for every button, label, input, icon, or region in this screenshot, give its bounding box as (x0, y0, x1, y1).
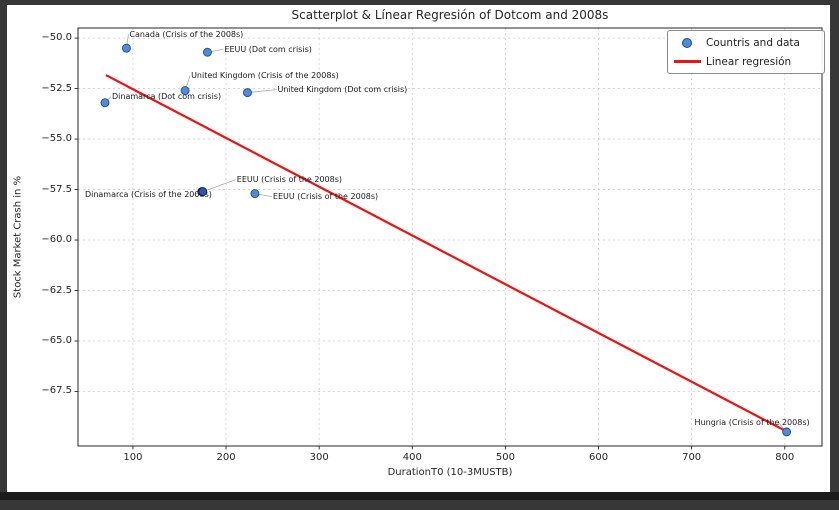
x-tick-label: 400 (402, 452, 422, 463)
point-annotation: EEUU (Dot com crisis) (224, 44, 312, 54)
scatter-point (121, 43, 131, 53)
y-tick-label: −62.5 (41, 284, 72, 296)
legend-marker-box (668, 60, 706, 63)
scatter-point (250, 189, 260, 199)
annotation-leader-line (247, 89, 277, 94)
legend: Countris and data Linear regresión (667, 30, 825, 74)
x-tick-label: 300 (309, 452, 329, 463)
x-tick-label: 100 (123, 452, 143, 463)
scatter-point (198, 187, 208, 197)
x-axis-label: DurationT0 (10-3MUSTB) (387, 467, 513, 478)
line-marker-icon (673, 60, 701, 63)
legend-entry-line: Linear regresión (668, 53, 824, 70)
point-annotation: United Kingdom (Dot com crisis) (277, 85, 408, 95)
scatter-point (180, 86, 190, 96)
point-annotation: Dinamarca (Dot com crisis) (112, 92, 222, 102)
annotation-leader-line (202, 179, 236, 192)
scatter-marker-icon (682, 37, 692, 48)
x-tick-label: 800 (775, 452, 795, 463)
legend-label: Linear regresión (706, 55, 792, 68)
y-tick-label: −50.0 (41, 32, 72, 44)
x-tick-label: 200 (216, 452, 236, 463)
scatter-point (782, 427, 792, 437)
point-annotation: Hungria (Crisis of the 2008s) (694, 418, 810, 428)
legend-label: Countris and data (706, 36, 800, 49)
legend-entry-points: Countris and data (668, 34, 824, 51)
point-annotation: Dinamarca (Crisis of the 2008s) (84, 190, 212, 200)
window-bottom-edge (0, 492, 839, 500)
y-axis-label: Stock Market Crash in % (12, 175, 24, 299)
y-tick-label: −55.0 (41, 133, 72, 145)
y-tick-label: −67.5 (41, 385, 72, 397)
legend-marker-box (668, 37, 706, 48)
y-tick-label: −65.0 (41, 334, 72, 346)
x-tick-label: 700 (682, 452, 702, 463)
point-annotation: United Kingdom (Crisis of the 2008s) (191, 71, 339, 81)
x-tick-label: 600 (588, 452, 609, 463)
point-annotation: EEUU (Crisis of the 2008s) (236, 175, 343, 185)
scatter-point (100, 98, 110, 108)
y-tick-label: −52.5 (41, 82, 72, 94)
chart-figure (7, 5, 830, 492)
regression-line (105, 74, 788, 433)
point-annotation: Canada (Crisis of the 2008s) (129, 29, 244, 39)
scatter-point (202, 47, 212, 57)
y-tick-label: −60.0 (41, 234, 72, 246)
scatter-point (243, 88, 252, 98)
y-tick-label: −57.5 (41, 183, 72, 195)
plot-border (77, 27, 823, 447)
point-annotation: EEUU (Crisis of the 2008s) (272, 192, 379, 202)
chart-title: Scatterplot & Línear Regresión of Dotcom… (291, 8, 609, 22)
x-tick-label: 500 (495, 452, 515, 463)
